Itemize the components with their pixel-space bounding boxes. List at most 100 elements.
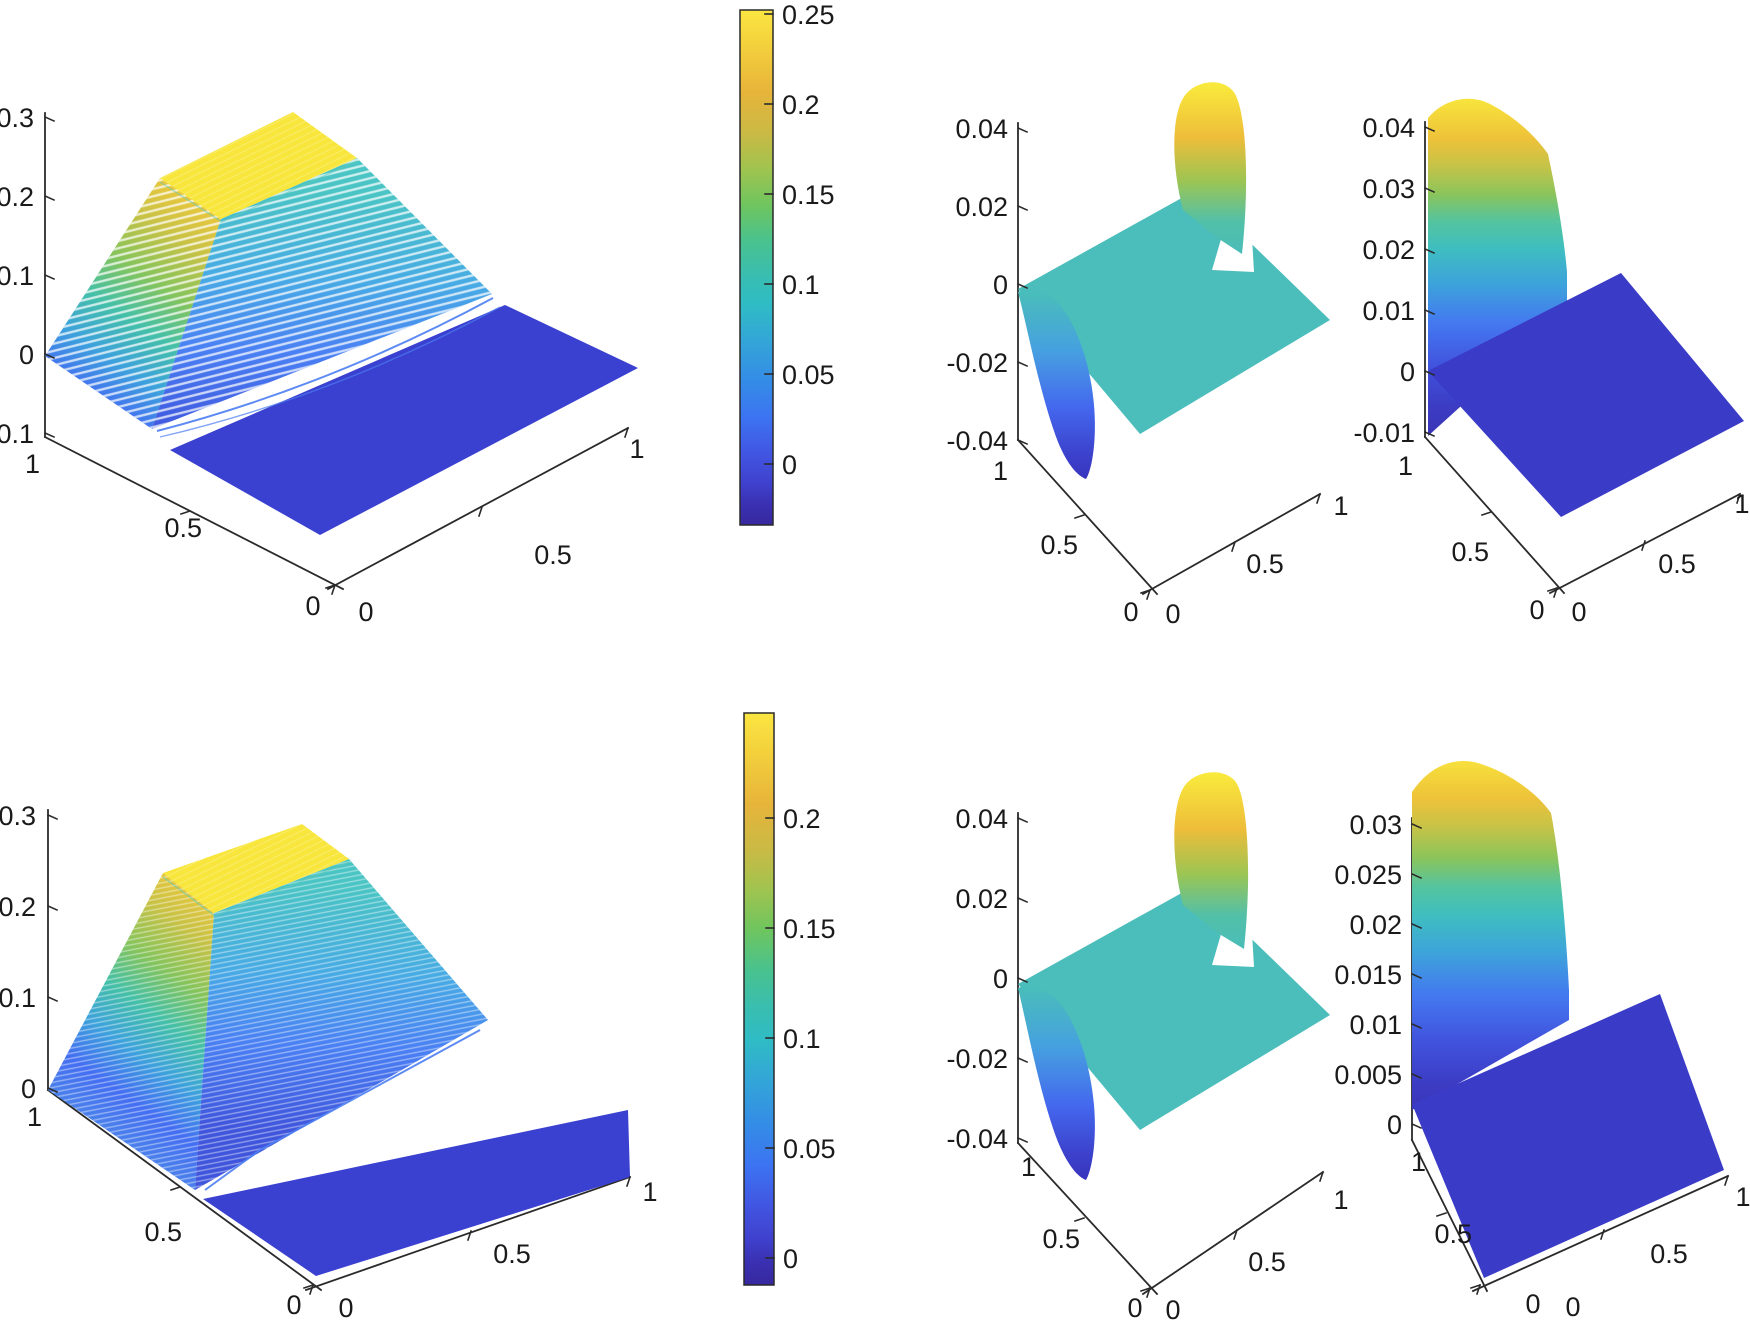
- y-tick-label: 1: [27, 1102, 42, 1132]
- y-tick-label: 0: [1123, 597, 1138, 627]
- x-axis-line: [304, 1175, 632, 1292]
- colorbar-tick-label: 0.25: [782, 0, 835, 30]
- z-tick-label: 0.02: [955, 884, 1008, 914]
- panel-top-middle: 0.04 0.02 0 -0.02 -0.04 1 0.5 0 0 0.5 1: [946, 82, 1349, 629]
- panel-top-right: 0.04 0.03 0.02 0.01 0 -0.01 1 0.5 0 0 0.…: [1353, 98, 1750, 627]
- colorbar-tick-label: 0.2: [783, 804, 821, 834]
- x-tick-label: 1: [1333, 491, 1348, 521]
- x-tick-label: 0: [358, 597, 373, 627]
- z-tick-label: -0.1: [0, 419, 34, 449]
- z-tick-label: 0: [993, 964, 1008, 994]
- surface-wall: [1428, 98, 1567, 436]
- panel-top-left: 0.3 0.2 0.1 0 -0.1 1 0.5 0 0 0.5 1: [0, 103, 645, 627]
- y-tick-label: 0.5: [1451, 537, 1489, 567]
- z-tick-label: 0.2: [0, 892, 36, 922]
- surface-blue-fin: [1018, 986, 1095, 1180]
- y-tick-label: 0: [286, 1290, 301, 1320]
- z-tick-label: -0.04: [946, 426, 1008, 456]
- panel-bottom-left: 0.3 0.2 0.1 0 1 0.5 0 0 0.5 1: [0, 801, 658, 1323]
- x-tick-label: 0: [1565, 1292, 1580, 1322]
- surface-wall: [1412, 761, 1569, 1110]
- x-tick-label: 0.5: [1248, 1247, 1286, 1277]
- z-tick-label: 0.1: [0, 983, 36, 1013]
- z-tick-label: 0.3: [0, 103, 34, 133]
- z-tick-label: -0.04: [946, 1124, 1008, 1154]
- z-tick-label: 0.3: [0, 801, 36, 831]
- x-axis-line: [1141, 492, 1322, 596]
- surface-flat-sheet: [170, 305, 638, 535]
- surface-left-slope-hatch: [45, 178, 221, 429]
- surface-hat: [48, 824, 630, 1276]
- tick-marks: [43, 115, 630, 596]
- x-tick-label: 0.5: [1650, 1239, 1688, 1269]
- tick-marks: [1016, 816, 1325, 1299]
- z-tick-label: 0.04: [955, 804, 1008, 834]
- x-tick-label: 0.5: [493, 1239, 531, 1269]
- y-tick-label: 0.5: [1040, 530, 1078, 560]
- colorbar-bottom-bar: [743, 712, 775, 1286]
- y-tick-label: 1: [993, 456, 1008, 486]
- colorbar-top-ticks: [764, 13, 774, 465]
- colorbar-tick-label: 0: [783, 1244, 798, 1274]
- z-tick-label: -0.02: [946, 1044, 1008, 1074]
- contour-line-1: [204, 1029, 481, 1191]
- contour-line-1: [156, 297, 494, 432]
- surface-floor: [1412, 994, 1724, 1278]
- colorbar-top: 0.25 0.2 0.15 0.1 0.05 0: [739, 0, 835, 526]
- y-tick-label: 0: [1529, 595, 1544, 625]
- tick-marks: [1016, 126, 1322, 601]
- z-tick-label: 0.02: [1349, 910, 1402, 940]
- surface-front-slope-hatch: [195, 859, 488, 1190]
- surface-left-slope-hatch: [48, 873, 214, 1190]
- z-tick-label: 0: [19, 340, 34, 370]
- x-axis-line: [1471, 1174, 1730, 1293]
- y-axis-line: [1016, 438, 1159, 596]
- y-tick-label: 1: [1398, 451, 1413, 481]
- z-tick-label: 0.1: [0, 261, 34, 291]
- z-tick-label: 0: [21, 1074, 36, 1104]
- x-tick-label: 1: [642, 1177, 657, 1207]
- z-tick-label: 0.04: [1362, 113, 1415, 143]
- surface-front-slope-hatch: [152, 158, 492, 429]
- x-tick-label: 0: [1165, 1295, 1180, 1323]
- colorbar-tick-label: 0.1: [783, 1024, 821, 1054]
- x-tick-label: 0.5: [534, 540, 572, 570]
- contour-line-2: [159, 306, 501, 438]
- colorbar-bottom: 0.2 0.15 0.1 0.05 0: [743, 712, 836, 1286]
- y-tick-label: 1: [1021, 1152, 1036, 1182]
- y-tick-label: 1: [1411, 1147, 1426, 1177]
- y-tick-label: 0: [1525, 1289, 1540, 1319]
- y-tick-label: 0.5: [164, 513, 202, 543]
- z-tick-label: 0.005: [1334, 1060, 1402, 1090]
- y-tick-label: 0.5: [1042, 1224, 1080, 1254]
- surface-yellow-ridge: [1174, 772, 1249, 949]
- y-axis-line: [46, 1088, 323, 1292]
- z-tick-label: -0.01: [1353, 418, 1415, 448]
- colorbar-tick-label: 0: [782, 450, 797, 480]
- x-tick-label: 0: [1571, 597, 1586, 627]
- z-tick-label: 0: [993, 270, 1008, 300]
- surface-plateau-hatch: [160, 112, 357, 219]
- panel-bottom-right: 0.03 0.025 0.02 0.015 0.01 0.005 0 1 0.5…: [1334, 761, 1750, 1322]
- surface-wall-and-floor: [1412, 761, 1724, 1278]
- y-axis-line: [1410, 1138, 1489, 1293]
- surface-plate-with-fins: [1018, 82, 1330, 479]
- surface-flat-sheet: [203, 1110, 630, 1276]
- z-tick-label: 0.015: [1334, 960, 1402, 990]
- plateau-edge-line: [162, 861, 350, 917]
- colorbar-tick-label: 0.1: [782, 270, 820, 300]
- surface-hat: [45, 112, 638, 535]
- x-tick-label: 0: [338, 1293, 353, 1323]
- colorbar-top-bar: [739, 9, 774, 526]
- z-tick-label: 0.025: [1334, 860, 1402, 890]
- y-axis-line: [1423, 435, 1566, 595]
- z-tick-label: 0.04: [955, 114, 1008, 144]
- colorbar-tick-label: 0.2: [782, 90, 820, 120]
- x-tick-label: 0: [1165, 599, 1180, 629]
- surface-plateau-hatch: [163, 824, 349, 913]
- z-tick-label: 0.2: [0, 182, 34, 212]
- y-tick-label: 1: [25, 449, 40, 479]
- x-axis-line: [1141, 1170, 1325, 1296]
- y-tick-label: 0: [1127, 1293, 1142, 1323]
